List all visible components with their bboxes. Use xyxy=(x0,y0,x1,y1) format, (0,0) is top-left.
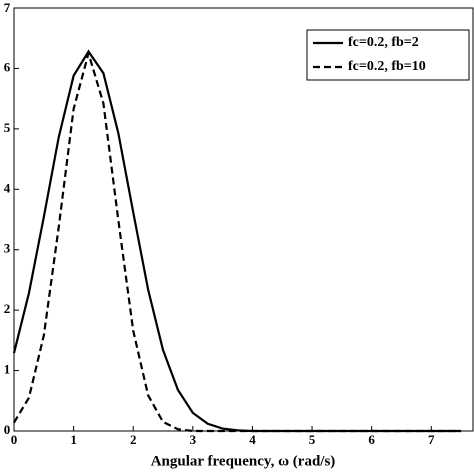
x-tick-label: 6 xyxy=(368,432,375,447)
x-tick-label: 4 xyxy=(249,432,256,447)
legend-label: fc=0.2, fb=10 xyxy=(348,59,426,74)
legend-label: fc=0.2, fb=2 xyxy=(348,35,419,50)
y-tick-label: 5 xyxy=(4,120,11,135)
x-tick-label: 1 xyxy=(70,432,77,447)
x-axis-label: Angular frequency, ω (rad/s) xyxy=(151,453,336,469)
line-series xyxy=(13,49,462,433)
y-tick-label: 0 xyxy=(4,422,11,437)
x-tick-label: 3 xyxy=(190,432,197,447)
x-tick-label: 2 xyxy=(130,432,137,447)
x-tick-label: 5 xyxy=(309,432,316,447)
y-tick-label: 4 xyxy=(4,180,11,195)
y-tick-label: 1 xyxy=(4,362,11,377)
x-tick-label: 0 xyxy=(11,432,18,447)
y-tick-label: 7 xyxy=(4,0,11,15)
y-tick-label: 3 xyxy=(4,241,11,256)
y-tick-label: 2 xyxy=(4,301,11,316)
line-series xyxy=(12,49,462,433)
x-tick-label: 7 xyxy=(428,432,435,447)
y-tick-label: 6 xyxy=(4,59,11,74)
legend-box xyxy=(306,29,470,81)
